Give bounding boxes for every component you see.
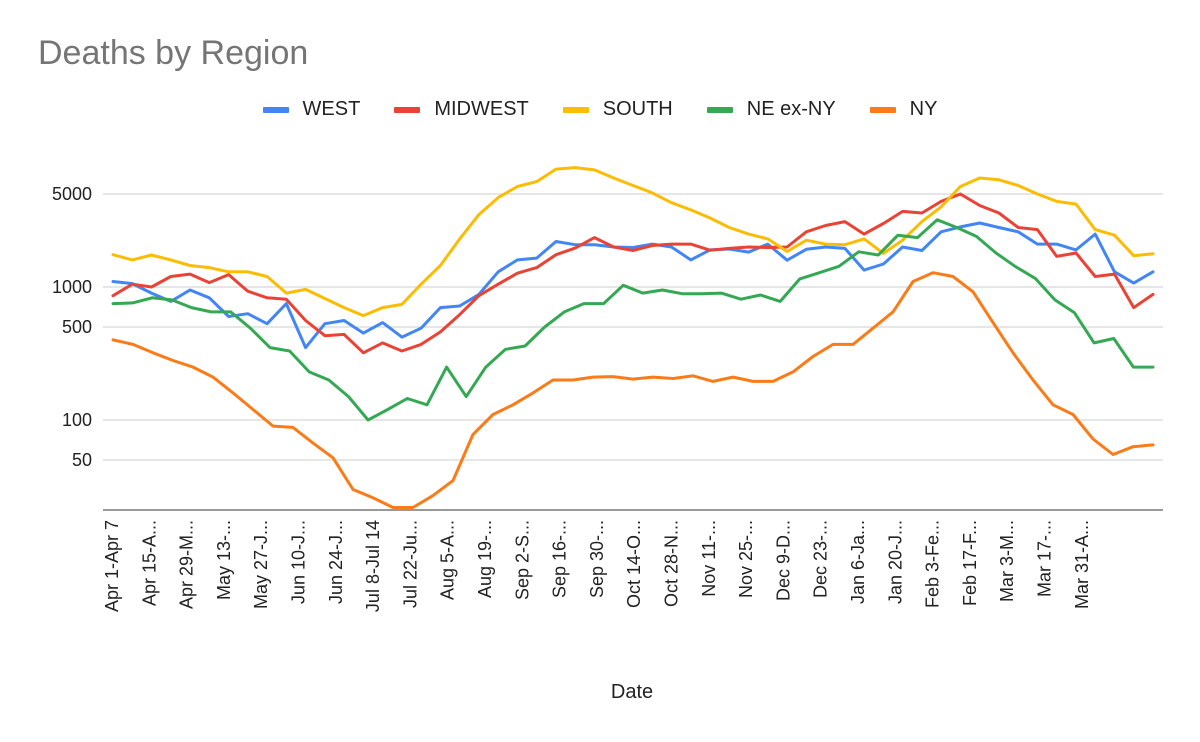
y-tick-label: 5000 <box>52 184 92 204</box>
chart-legend: WEST MIDWEST SOUTH NE ex-NY NY <box>0 98 1200 121</box>
x-tick-label: Jan 6-Ja... <box>848 520 868 604</box>
legend-swatch <box>869 106 896 113</box>
y-tick-label: 50 <box>72 450 92 470</box>
x-tick-label: Jul 22-Ju... <box>400 520 420 608</box>
x-axis-title: Date <box>611 681 653 703</box>
x-tick-label: Sep 2-S... <box>512 520 532 600</box>
x-tick-label: Apr 29-M... <box>177 520 197 609</box>
x-tick-label: Jan 20-J... <box>885 520 905 604</box>
legend-item-west: WEST <box>262 98 361 121</box>
legend-item-ny: NY <box>869 98 938 121</box>
legend-item-south: SOUTH <box>562 98 673 121</box>
legend-item-midwest: MIDWEST <box>394 98 529 121</box>
x-tick-label: May 27-J... <box>251 520 271 609</box>
y-axis-ticks: 50 100 500 1000 5000 <box>52 184 92 470</box>
x-tick-label: Dec 9-D... <box>773 520 793 601</box>
legend-label: NE ex-NY <box>746 98 836 120</box>
x-tick-label: Nov 11-... <box>699 520 719 597</box>
series-line-south <box>111 166 1155 318</box>
y-tick-label: 500 <box>62 317 92 337</box>
legend-label: NY <box>909 98 938 120</box>
x-tick-label: Jul 8-Jul 14 <box>363 520 383 612</box>
legend-swatch <box>262 106 289 113</box>
x-tick-label: Sep 30-... <box>587 520 607 598</box>
legend-label: MIDWEST <box>434 98 529 120</box>
grid-lines <box>103 193 1163 511</box>
x-tick-label: Aug 5-A... <box>438 520 458 600</box>
legend-swatch <box>394 106 421 113</box>
legend-label: SOUTH <box>602 98 673 120</box>
series-line-west <box>111 221 1155 350</box>
legend-label: WEST <box>302 98 361 120</box>
legend-item-ne-ex-ny: NE ex-NY <box>706 98 836 121</box>
y-tick-label: 100 <box>62 410 92 430</box>
x-tick-label: Apr 1-Apr 7 <box>102 520 122 612</box>
x-tick-label: Apr 15-A... <box>139 520 159 606</box>
x-tick-label: Dec 23-... <box>811 520 831 598</box>
x-tick-label: Jun 24-J... <box>326 520 346 604</box>
x-tick-label: Nov 25-... <box>736 520 756 598</box>
x-tick-label: Oct 14-O... <box>624 520 644 608</box>
x-tick-label: Sep 16-... <box>550 520 570 598</box>
chart-title: Deaths by Region <box>38 34 309 72</box>
legend-swatch <box>706 106 733 113</box>
x-tick-label: Mar 17-... <box>1035 520 1055 597</box>
series-lines <box>111 166 1155 509</box>
x-tick-label: Feb 17-F... <box>960 520 980 606</box>
x-tick-label: Mar 3-M... <box>997 520 1017 602</box>
x-tick-label: May 13-... <box>214 520 234 600</box>
x-tick-label: Feb 3-Fe... <box>923 520 943 608</box>
x-tick-label: Oct 28-N... <box>662 520 682 607</box>
x-tick-label: Jun 10-J... <box>289 520 309 604</box>
x-axis-ticks: Apr 1-Apr 7 Apr 15-A... Apr 29-M... May 13-… <box>102 520 1092 612</box>
series-line-ny <box>111 271 1155 509</box>
series-line-ne-ex-ny <box>111 218 1155 422</box>
y-tick-label: 1000 <box>52 277 92 297</box>
legend-swatch <box>562 106 589 113</box>
series-line-midwest <box>111 192 1155 355</box>
x-tick-label: Mar 31-A... <box>1072 520 1092 609</box>
x-tick-label: Aug 19-... <box>475 520 495 598</box>
